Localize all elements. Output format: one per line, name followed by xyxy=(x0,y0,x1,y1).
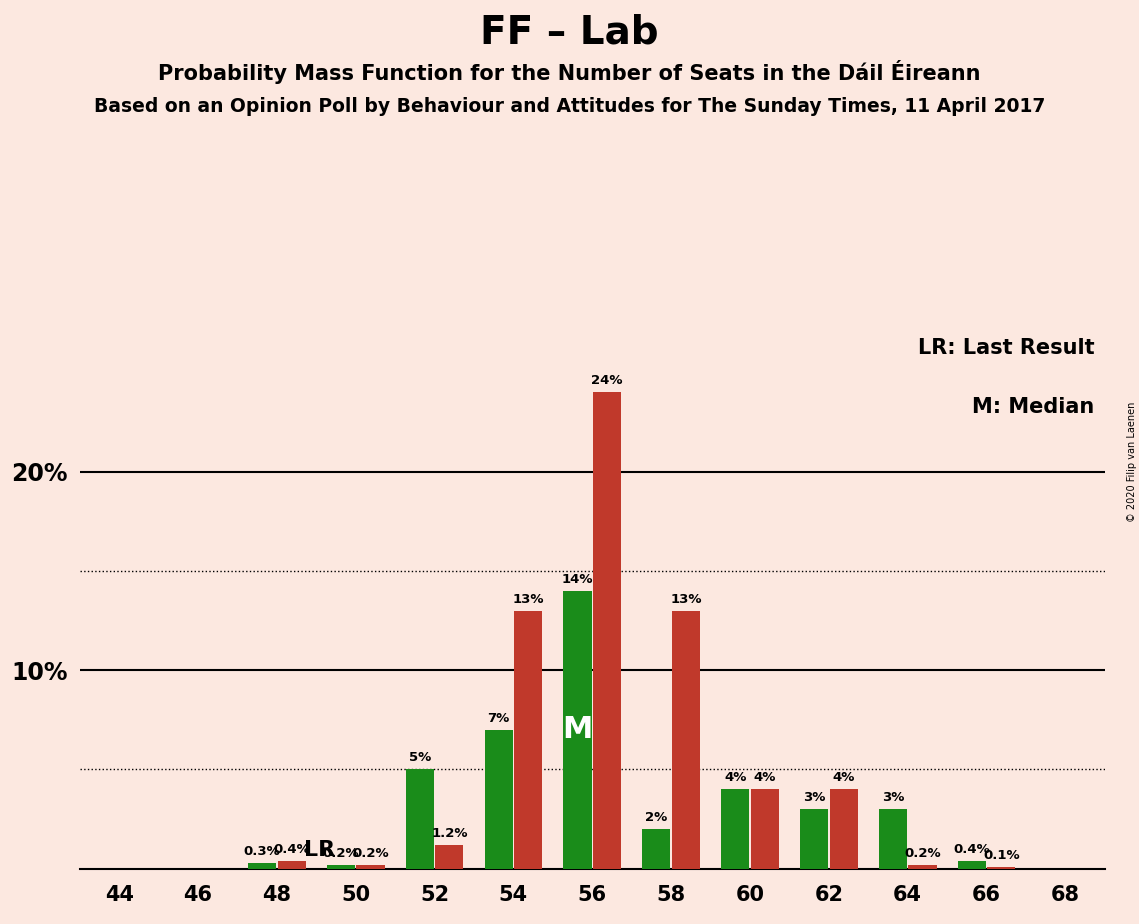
Text: 4%: 4% xyxy=(833,772,854,784)
Text: M: Median: M: Median xyxy=(973,397,1095,417)
Text: 0.4%: 0.4% xyxy=(953,843,990,856)
Text: Probability Mass Function for the Number of Seats in the Dáil Éireann: Probability Mass Function for the Number… xyxy=(158,60,981,84)
Text: 13%: 13% xyxy=(513,592,544,605)
Text: 0.4%: 0.4% xyxy=(273,843,310,856)
Bar xyxy=(958,860,986,869)
Text: 7%: 7% xyxy=(487,711,510,724)
Bar xyxy=(879,809,907,869)
Bar xyxy=(357,865,385,869)
Text: M: M xyxy=(563,715,592,744)
Text: 4%: 4% xyxy=(754,772,776,784)
Bar xyxy=(435,845,464,869)
Text: © 2020 Filip van Laenen: © 2020 Filip van Laenen xyxy=(1126,402,1137,522)
Text: 0.2%: 0.2% xyxy=(352,846,388,859)
Bar xyxy=(484,730,513,869)
Text: 0.3%: 0.3% xyxy=(244,845,280,857)
Bar xyxy=(751,789,779,869)
Bar xyxy=(514,611,542,869)
Text: 13%: 13% xyxy=(670,592,702,605)
Bar xyxy=(405,770,434,869)
Bar xyxy=(593,392,621,869)
Bar xyxy=(642,829,671,869)
Bar xyxy=(909,865,936,869)
Text: 0.2%: 0.2% xyxy=(322,846,359,859)
Bar xyxy=(248,863,276,869)
Text: 2%: 2% xyxy=(645,811,667,824)
Text: 5%: 5% xyxy=(409,751,431,764)
Bar xyxy=(278,860,305,869)
Bar xyxy=(800,809,828,869)
Text: 1.2%: 1.2% xyxy=(431,827,468,840)
Text: LR: LR xyxy=(304,840,335,859)
Bar xyxy=(564,590,591,869)
Text: 4%: 4% xyxy=(724,772,746,784)
Text: 0.2%: 0.2% xyxy=(904,846,941,859)
Text: Based on an Opinion Poll by Behaviour and Attitudes for The Sunday Times, 11 Apr: Based on an Opinion Poll by Behaviour an… xyxy=(93,97,1046,116)
Text: 3%: 3% xyxy=(882,791,904,804)
Text: 14%: 14% xyxy=(562,573,593,586)
Text: 0.1%: 0.1% xyxy=(983,848,1019,861)
Bar xyxy=(988,867,1015,869)
Text: 3%: 3% xyxy=(803,791,826,804)
Bar xyxy=(672,611,700,869)
Text: FF – Lab: FF – Lab xyxy=(481,14,658,52)
Text: 24%: 24% xyxy=(591,374,623,387)
Bar xyxy=(829,789,858,869)
Bar xyxy=(721,789,749,869)
Bar xyxy=(327,865,355,869)
Text: LR: Last Result: LR: Last Result xyxy=(918,338,1095,358)
